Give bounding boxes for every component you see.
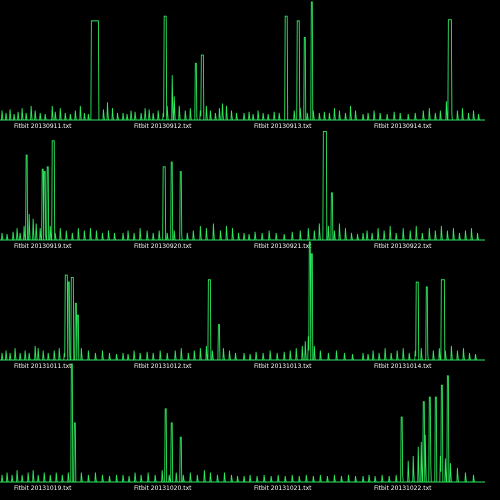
file-label: Fitbit 20131013.txt <box>254 363 312 370</box>
panel-8: Fitbit 20130922.txt <box>360 225 485 250</box>
panel-1: Fitbit 20130911.txt <box>0 20 125 130</box>
activity-trace <box>120 279 240 361</box>
panel-4: Fitbit 20130914.txt <box>360 19 485 130</box>
activity-trace <box>360 279 480 361</box>
file-label: Fitbit 20130920.txt <box>134 243 192 250</box>
panel-16: Fitbit 20131022.txt <box>360 375 485 492</box>
activity-trace <box>0 274 120 361</box>
file-label: Fitbit 20131022.txt <box>374 485 432 492</box>
file-label: Fitbit 20131012.txt <box>134 363 192 370</box>
file-label: Fitbit 20130912.txt <box>134 123 192 130</box>
activity-trace <box>360 19 480 121</box>
file-label: Fitbit 20130914.txt <box>374 123 432 130</box>
file-label: Fitbit 20131020.txt <box>134 485 192 492</box>
file-label: Fitbit 20131019.txt <box>14 485 72 492</box>
panel-9: Fitbit 20131011.txt <box>0 274 125 370</box>
panel-6: Fitbit 20130920.txt <box>120 161 245 250</box>
activity-trace <box>0 140 120 241</box>
activity-trace <box>240 130 360 241</box>
activity-trace <box>240 474 360 483</box>
activity-trace <box>120 408 240 483</box>
file-label: Fitbit 20131011.txt <box>14 363 72 370</box>
file-label: Fitbit 20130921.txt <box>254 243 312 250</box>
panel-14: Fitbit 20131020.txt <box>120 408 245 492</box>
activity-trace <box>240 241 360 361</box>
panel-12: Fitbit 20131014.txt <box>360 279 485 370</box>
panel-11: Fitbit 20131013.txt <box>240 241 365 370</box>
activity-trace <box>0 363 120 483</box>
file-label: Fitbit 20130911.txt <box>14 123 72 130</box>
panel-13: Fitbit 20131019.txt <box>0 363 125 492</box>
file-label: Fitbit 20130919.txt <box>14 243 72 250</box>
activity-trace <box>360 375 480 483</box>
activity-trace <box>360 225 480 241</box>
panel-10: Fitbit 20131012.txt <box>120 279 245 370</box>
activity-trace <box>120 15 240 121</box>
activity-trace <box>120 161 240 241</box>
panel-5: Fitbit 20130919.txt <box>0 140 125 250</box>
panel-7: Fitbit 20130921.txt <box>240 130 365 250</box>
panel-15: Fitbit 20131021.txt <box>240 474 365 492</box>
activity-trace <box>0 20 120 121</box>
file-label: Fitbit 20130922.txt <box>374 243 432 250</box>
panel-3: Fitbit 20130913.txt <box>240 1 365 130</box>
activity-trace <box>240 1 360 121</box>
file-label: Fitbit 20131014.txt <box>374 363 432 370</box>
panel-2: Fitbit 20130912.txt <box>120 15 245 130</box>
file-label: Fitbit 20131021.txt <box>254 485 312 492</box>
file-label: Fitbit 20130913.txt <box>254 123 312 130</box>
